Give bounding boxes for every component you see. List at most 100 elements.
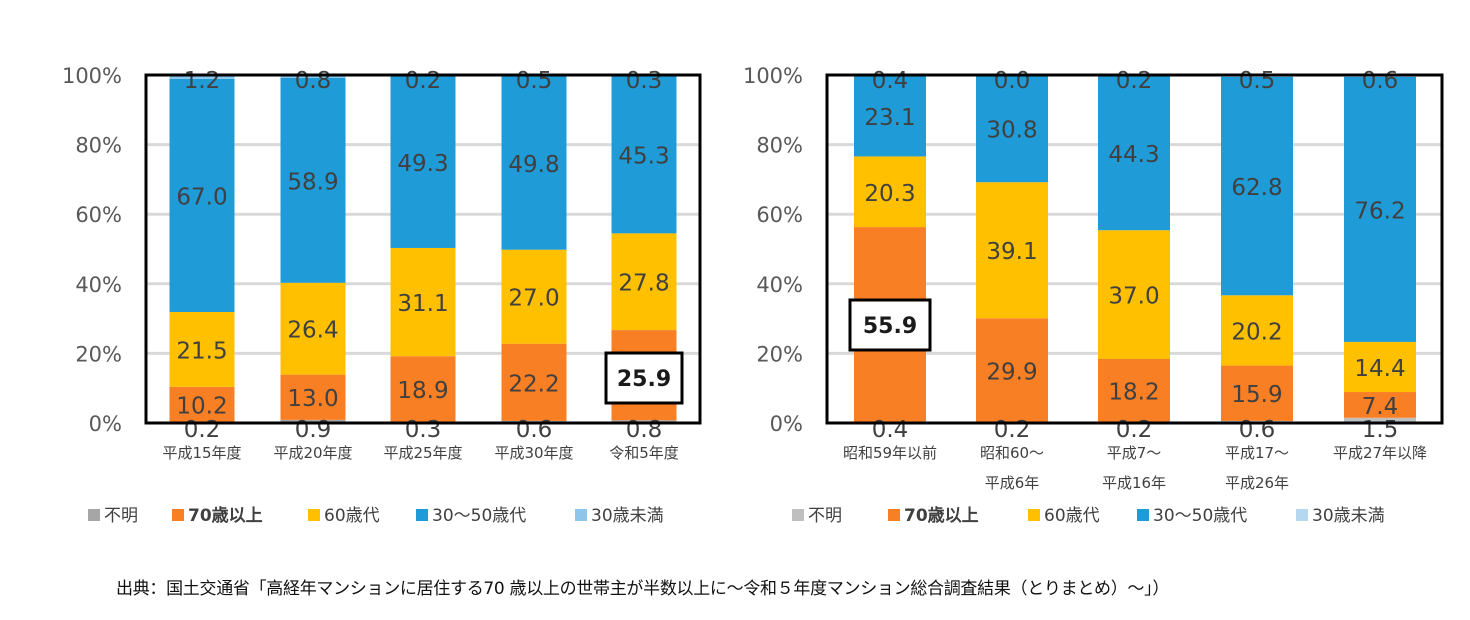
data-label: 0.8 [626,417,663,443]
data-label: 15.9 [1231,382,1282,408]
legend-swatch [1296,509,1308,521]
legend-swatch [1137,509,1149,521]
x-tick-label: 昭和59年以前 [843,444,937,462]
legend-swatch [792,509,804,521]
bar-segment-2-4-4 [1221,76,1293,296]
data-label: 49.8 [508,152,559,178]
bar-segment-2-5-4 [1344,76,1416,342]
data-label: 0.4 [872,68,909,94]
data-label: 27.8 [618,271,669,297]
legend-swatch [172,509,184,521]
data-label: 0.6 [1362,68,1399,94]
data-label: 13.0 [287,386,338,412]
data-label: 37.0 [1108,284,1159,310]
bar-segment-1-5-3 [611,233,677,331]
legend-label: 70歳以上 [188,505,263,526]
y-tick-label: 20% [756,342,803,366]
legend-label: 30～50歳代 [1153,506,1247,526]
data-label: 18.9 [397,378,448,404]
data-label: 0.3 [626,68,663,94]
data-label: 0.5 [1239,68,1276,94]
legend-label: 60歳代 [1044,506,1100,526]
legend-label: 不明 [808,506,842,526]
bar-segment-1-4-2 [501,343,567,421]
bar-segment-2-1-3 [854,156,926,228]
legend-swatch [575,509,587,521]
bar-segment-1-3-2 [390,356,456,422]
data-label: 49.3 [397,151,448,177]
bar-segment-2-2-4 [976,75,1048,183]
legend-swatch [308,509,320,521]
bar-segment-2-2-3 [976,182,1048,319]
bar-segment-1-2-4 [280,77,346,283]
legend-swatch [888,509,900,521]
source-citation: 出典：国土交通省「高経年マンションに居住する70 歳以上の世帯主が半数以上に～令… [116,579,1170,599]
legend-swatch [88,509,100,521]
data-label: 0.2 [405,68,442,94]
bar-segment-1-3-4 [390,76,456,248]
y-tick-label: 100% [743,64,803,88]
legend-label: 不明 [104,506,138,526]
bar-segment-2-1-4 [854,76,926,157]
x-tick-label: 平成26年 [1225,474,1289,492]
legend-label: 60歳代 [324,506,380,526]
data-label: 1.2 [184,68,221,94]
y-tick-label: 80% [75,134,122,158]
data-label: 0.2 [1116,68,1153,94]
legend-label: 70歳以上 [904,505,979,526]
data-label: 22.2 [508,371,559,397]
data-label: 21.5 [176,338,227,364]
data-label: 0.2 [1116,417,1153,443]
data-label: 7.4 [1362,394,1399,420]
data-label: 67.0 [176,184,227,210]
data-label: 20.3 [864,181,915,207]
chart-2: 0%20%40%60%80%100%0.420.323.10.4昭和59年以前0… [743,64,1444,526]
highlight-label: 25.9 [617,367,671,392]
x-tick-label: 昭和60～ [980,444,1044,462]
data-label: 0.8 [295,68,332,94]
data-label: 58.9 [287,169,338,195]
x-tick-label: 平成27年以降 [1333,444,1427,462]
bar-segment-2-3-4 [1098,76,1170,231]
data-label: 31.1 [397,291,448,317]
data-label: 30.8 [986,118,1037,144]
legend-label: 30歳未満 [1312,506,1385,526]
y-tick-label: 40% [756,273,803,297]
x-tick-label: 平成17～ [1225,444,1289,462]
x-tick-label: 平成15年度 [162,444,241,462]
y-tick-label: 20% [75,342,122,366]
data-label: 26.4 [287,318,338,344]
highlight-box [848,298,932,352]
data-label: 10.2 [176,394,227,420]
y-tick-label: 60% [75,203,122,227]
bar-segment-2-5-3 [1344,341,1416,393]
data-label: 45.3 [618,144,669,170]
data-label: 76.2 [1354,198,1405,224]
bar-segment-1-1-3 [169,311,235,387]
bar-segment-2-3-2 [1098,358,1170,423]
bar-segment-2-3-3 [1098,230,1170,359]
x-tick-label: 平成20年度 [273,444,352,462]
bar-segment-2-4-3 [1221,295,1293,366]
x-tick-label: 平成7～ [1107,444,1162,462]
bar-segment-1-1-2 [169,386,235,423]
x-tick-label: 平成25年度 [383,444,462,462]
data-label: 1.5 [1362,417,1399,443]
bar-segment-2-5-2 [1344,392,1416,418]
data-label: 0.3 [405,417,442,443]
bar-segment-1-3-3 [390,247,456,357]
bar-segment-1-1-4 [169,78,235,312]
plot-frame [825,73,1444,425]
data-label: 23.1 [864,105,915,131]
highlight-label: 55.9 [863,314,917,339]
bar-segment-1-4-3 [501,249,567,344]
data-label: 0.9 [295,417,332,443]
data-label: 44.3 [1108,142,1159,168]
y-tick-label: 80% [756,134,803,158]
data-label: 20.2 [1231,319,1282,345]
data-label: 39.1 [986,239,1037,265]
data-label: 0.0 [994,68,1031,94]
bar-segment-2-5-1 [1344,417,1416,423]
data-label: 18.2 [1108,380,1159,406]
x-tick-label: 平成6年 [985,474,1040,492]
